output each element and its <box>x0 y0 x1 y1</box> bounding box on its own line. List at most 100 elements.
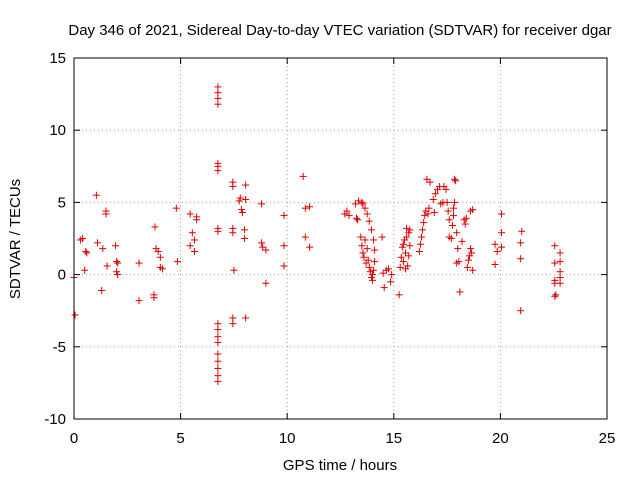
x-tick-label: 5 <box>176 430 184 447</box>
data-point <box>405 229 413 237</box>
data-point <box>238 209 246 217</box>
data-point <box>388 271 396 279</box>
data-point <box>214 167 222 175</box>
data-point <box>190 247 198 255</box>
data-point <box>497 210 505 218</box>
data-point <box>469 266 477 274</box>
data-point <box>158 265 166 273</box>
data-point <box>241 226 249 234</box>
data-point <box>402 249 410 257</box>
data-point <box>114 259 122 267</box>
data-point <box>258 200 266 208</box>
data-point <box>135 259 143 267</box>
data-point <box>83 249 91 257</box>
y-tick-label: 15 <box>49 50 66 67</box>
data-point <box>449 204 457 212</box>
data-point <box>387 278 395 286</box>
data-point <box>135 297 143 305</box>
y-tick-label: 0 <box>58 267 66 284</box>
data-point <box>156 253 164 261</box>
data-point <box>82 247 90 255</box>
data-point <box>154 247 162 255</box>
data-point <box>357 233 365 241</box>
data-point <box>367 226 375 234</box>
data-point <box>415 247 423 255</box>
data-point <box>456 288 464 296</box>
data-point <box>237 206 245 214</box>
data-point <box>468 249 476 257</box>
data-point <box>517 239 525 247</box>
data-point <box>93 239 101 247</box>
data-point <box>405 252 413 260</box>
data-point <box>150 294 158 302</box>
data-point <box>242 196 250 204</box>
data-point <box>384 265 392 273</box>
data-point <box>397 253 405 261</box>
data-point <box>419 226 427 234</box>
data-point <box>467 245 475 253</box>
data-point <box>416 240 424 248</box>
data-point <box>406 242 414 250</box>
data-point <box>378 233 386 241</box>
x-tick-label: 20 <box>492 430 509 447</box>
data-point <box>235 197 243 205</box>
data-point <box>452 177 460 185</box>
data-point <box>517 307 525 315</box>
data-point <box>363 245 371 253</box>
data-point <box>371 258 379 266</box>
data-point <box>491 240 499 248</box>
x-tick-label: 15 <box>385 430 402 447</box>
data-point <box>454 245 462 253</box>
data-point <box>449 211 457 219</box>
data-point <box>423 175 431 183</box>
data-point <box>280 242 288 250</box>
data-point <box>469 206 477 214</box>
data-point <box>352 214 360 222</box>
plot-frame <box>73 57 608 420</box>
data-point <box>497 243 505 251</box>
data-point <box>365 263 373 271</box>
data-point <box>186 242 194 250</box>
data-point <box>299 172 307 180</box>
data-point <box>113 258 121 266</box>
data-point <box>229 229 237 237</box>
data-point <box>399 258 407 266</box>
data-point <box>551 259 559 267</box>
data-point <box>306 203 314 211</box>
x-axis-label: GPS time / hours <box>283 457 397 474</box>
data-point <box>214 325 222 333</box>
data-point <box>301 204 309 212</box>
data-point <box>242 314 250 322</box>
chart-title: Day 346 of 2021, Sidereal Day-to-day VTE… <box>68 22 611 39</box>
data-point <box>214 377 222 385</box>
data-point <box>517 255 525 263</box>
data-point <box>431 190 439 198</box>
data-point <box>236 194 244 202</box>
y-tick-label: 5 <box>58 194 66 211</box>
y-tick-label: 10 <box>49 122 66 139</box>
data-point <box>351 200 359 208</box>
data-point <box>404 262 412 270</box>
data-point <box>451 175 459 183</box>
data-point <box>230 266 238 274</box>
data-point <box>403 224 411 232</box>
data-point <box>259 243 267 251</box>
data-point <box>464 256 472 264</box>
data-point <box>444 207 452 215</box>
data-point <box>359 249 367 257</box>
data-point <box>102 210 110 218</box>
data-point <box>343 207 351 215</box>
data-point <box>420 219 428 227</box>
x-tick-label: 10 <box>279 430 296 447</box>
data-point <box>262 246 270 254</box>
data-point <box>426 178 434 186</box>
data-point <box>214 338 222 346</box>
data-point <box>443 198 451 206</box>
data-point <box>358 242 366 250</box>
data-point <box>367 273 375 281</box>
data-point <box>403 233 411 241</box>
data-point <box>186 210 194 218</box>
y-tick-label: -5 <box>53 339 66 356</box>
data-point <box>363 210 371 218</box>
axis-ticks: 0 5 10 15 20 25 -10 -5 0 5 10 15 <box>44 50 615 447</box>
